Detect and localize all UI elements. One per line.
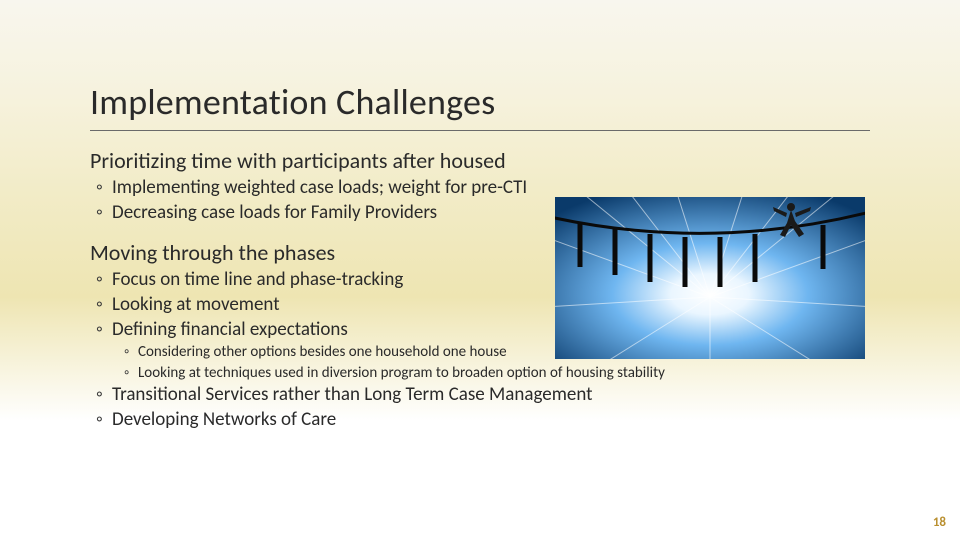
- bullet-item: Developing Networks of Care: [90, 408, 870, 433]
- page-number: 18: [933, 515, 946, 530]
- bullet-item: Transitional Services rather than Long T…: [90, 383, 870, 408]
- slide-title: Implementation Challenges: [90, 80, 870, 131]
- tightrope-walker-illustration: [555, 197, 865, 359]
- slide-container: Implementation Challenges Prioritizing t…: [0, 0, 960, 540]
- sub-bullet-item: Looking at techniques used in diversion …: [90, 363, 870, 383]
- hero-image: [555, 197, 865, 359]
- section-heading-1: Prioritizing time with participants afte…: [90, 147, 870, 174]
